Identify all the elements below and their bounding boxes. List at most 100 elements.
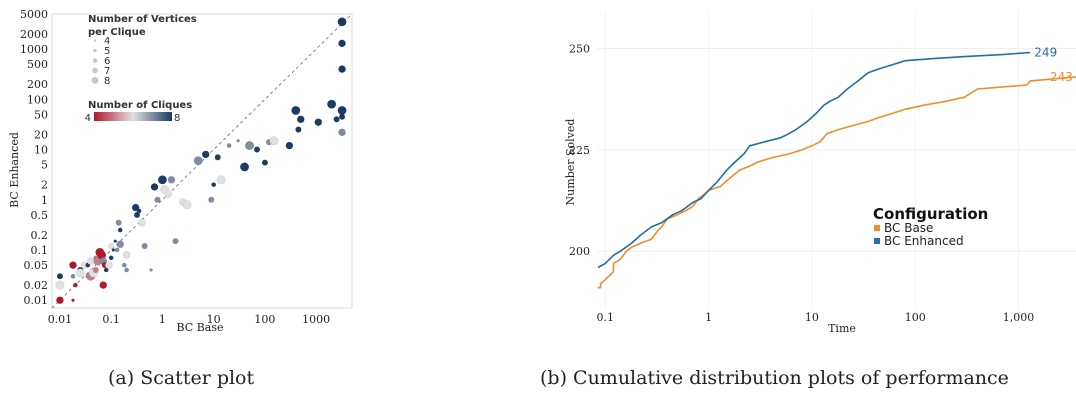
scatter-plot-area (51, 13, 353, 309)
scatter-point (157, 175, 167, 185)
configuration-legend-title: Configuration (873, 205, 988, 223)
size-legend-marker (92, 67, 98, 74)
scatter-point (69, 261, 77, 269)
scatter-point (291, 105, 301, 115)
figure: 0.01 0.02 0.05 0.1 0.2 0.5 1 2 5 10 20 50 100 200 500 1… (8, 8, 1076, 335)
cumulative-chart: 200 225 250 0.1 1 10 100 1,000 243 249 Time Num… (564, 12, 1076, 335)
scatter-point (236, 139, 240, 143)
scatter-x-tick-10: 10 (207, 313, 221, 326)
line-x-axis-label: Time (828, 322, 856, 335)
line-y-ticks: 200 225 250 (569, 42, 590, 258)
scatter-point (108, 242, 115, 250)
scatter-x-tick-100: 100 (254, 313, 275, 326)
scatter-y-tick-100: 100 (27, 93, 48, 106)
size-legend-label: 4 (104, 36, 110, 47)
scatter-point (122, 251, 131, 259)
scatter-point (117, 227, 123, 233)
scatter-point (72, 282, 78, 288)
scatter-point (55, 280, 65, 290)
scatter-point (75, 268, 85, 278)
scatter-point (115, 219, 122, 226)
scatter-point (150, 183, 159, 191)
line-series-bc-enhanced (597, 51, 1031, 269)
line-x-tick-0-1: 0.1 (597, 311, 615, 324)
line-x-tick-1-000: 1,000 (1003, 311, 1035, 324)
scatter-y-tick-500: 500 (27, 58, 48, 71)
line-end-labels: 243 249 (1034, 46, 1073, 84)
scatter-x-tick-1: 1 (159, 313, 166, 326)
scatter-points (55, 17, 347, 305)
scatter-y-tick-0-1: 0.1 (31, 244, 49, 257)
scatter-y-tick-5: 5 (41, 159, 48, 172)
scatter-point (105, 261, 113, 269)
size-legend-title-line2: per Clique (88, 27, 146, 38)
scatter-y-tick-2000: 2000 (20, 28, 48, 41)
scatter-point (56, 273, 64, 280)
scatter-y-tick-2: 2 (41, 179, 48, 192)
scatter-point (226, 143, 232, 148)
color-legend-gradient-bar (94, 112, 172, 121)
scatter-y-tick-1: 1 (41, 194, 48, 207)
scatter-point (56, 296, 64, 305)
scatter-point (296, 115, 305, 124)
scatter-point (164, 190, 173, 198)
scatter-point (208, 196, 215, 203)
scatter-y-tick-10: 10 (34, 144, 48, 157)
line-y-tick-250: 250 (569, 42, 590, 55)
scatter-point (337, 17, 347, 27)
scatter-point (327, 99, 337, 109)
scatter-point (333, 116, 340, 123)
scatter-point (108, 255, 114, 261)
scatter-point (253, 146, 261, 153)
scatter-point (121, 262, 127, 268)
scatter-point (337, 105, 347, 115)
line-gridlines (598, 12, 1076, 308)
scatter-point (245, 141, 255, 151)
scatter-point (295, 126, 302, 133)
end-label-bc-enhanced: 249 (1034, 46, 1057, 60)
scatter-point (314, 118, 323, 127)
scatter-y-tick-200: 200 (27, 78, 48, 91)
color-legend-max-label: 8 (174, 113, 180, 124)
scatter-y-tick-0-05: 0.05 (24, 259, 49, 272)
scatter-point (99, 281, 108, 289)
scatter-point (193, 156, 203, 166)
scatter-point (269, 136, 279, 146)
line-series (597, 51, 1076, 289)
scatter-point (138, 218, 146, 227)
color-legend-min-label: 4 (85, 113, 91, 124)
size-legend-marker (93, 39, 97, 42)
scatter-y-tick-1000: 1000 (20, 43, 48, 56)
scatter-point (338, 65, 346, 73)
configuration-legend: Configuration BC Base BC Enhanced (873, 205, 988, 248)
scatter-point (141, 242, 148, 250)
size-legend-label: 7 (104, 66, 110, 77)
size-legend-marker (92, 58, 98, 63)
size-legend-label: 6 (104, 56, 110, 67)
scatter-y-tick-0-01: 0.01 (24, 294, 49, 307)
scatter-x-axis-label: BC Base (177, 321, 224, 334)
size-legend-label: 8 (104, 76, 110, 87)
caption-a: (a) Scatter plot (108, 367, 255, 389)
scatter-point (133, 211, 141, 218)
scatter-point (136, 208, 142, 214)
line-y-tick-200: 200 (569, 245, 590, 258)
caption-b: (b) Cumulative distribution plots of per… (540, 367, 1009, 389)
scatter-point (182, 200, 192, 210)
size-legend-label: 5 (104, 46, 110, 57)
line-x-tick-10: 10 (805, 311, 819, 324)
scatter-point (172, 238, 179, 245)
legend-label-bc-base: BC Base (884, 221, 933, 235)
scatter-point (103, 267, 109, 273)
scatter-x-tick-0-01: 0.01 (48, 313, 73, 326)
scatter-point (149, 268, 153, 272)
line-x-tick-100: 100 (905, 311, 926, 324)
scatter-point (167, 175, 176, 184)
legend-label-bc-enhanced: BC Enhanced (884, 234, 964, 248)
scatter-point (216, 175, 226, 185)
scatter-point (86, 257, 95, 265)
scatter-point (114, 247, 120, 253)
scatter-x-tick-0-1: 0.1 (102, 313, 120, 326)
scatter-point (113, 239, 117, 243)
